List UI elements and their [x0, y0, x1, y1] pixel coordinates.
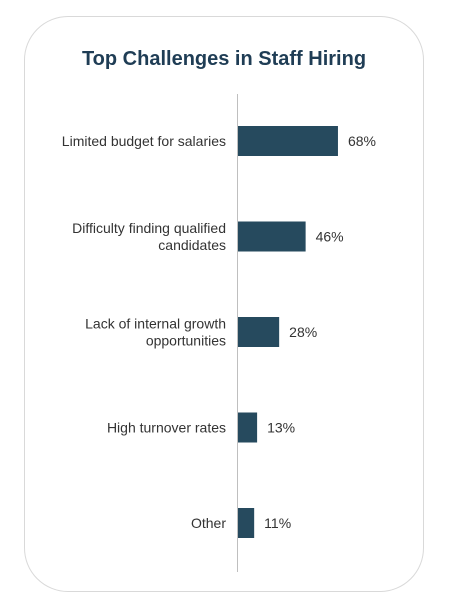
- category-label-line: High turnover rates: [107, 420, 226, 436]
- bar-5: [238, 508, 255, 538]
- category-label-4: High turnover rates: [107, 420, 226, 436]
- value-label-2: 46%: [316, 229, 344, 245]
- bar-2: [238, 221, 306, 252]
- bar-3: [238, 317, 280, 347]
- value-label-5: 11%: [264, 515, 291, 531]
- category-label-line: Limited budget for salaries: [62, 133, 226, 149]
- value-label-1: 68%: [348, 133, 376, 149]
- bar-4: [238, 412, 258, 443]
- value-label-3: 28%: [289, 324, 317, 340]
- category-label-line: opportunities: [146, 333, 226, 349]
- category-label-line: Other: [191, 515, 226, 531]
- category-label-5: Other: [191, 515, 226, 531]
- category-label-line: Difficulty finding qualified: [72, 220, 226, 236]
- category-label-line: Lack of internal growth: [85, 316, 226, 332]
- category-label-line: candidates: [158, 237, 226, 253]
- bar-1: [238, 126, 338, 156]
- category-label-3: Lack of internal growth opportunities: [85, 316, 226, 349]
- chart-card: [24, 16, 424, 592]
- value-label-4: 13%: [267, 420, 295, 436]
- bars-group: 68% Limited budget for salaries 46% Difficu…: [62, 126, 376, 538]
- category-label-2: Difficulty finding qualified candidates: [72, 220, 226, 253]
- category-label-1: Limited budget for salaries: [62, 133, 226, 149]
- chart-title: Top Challenges in Staff Hiring: [81, 48, 367, 70]
